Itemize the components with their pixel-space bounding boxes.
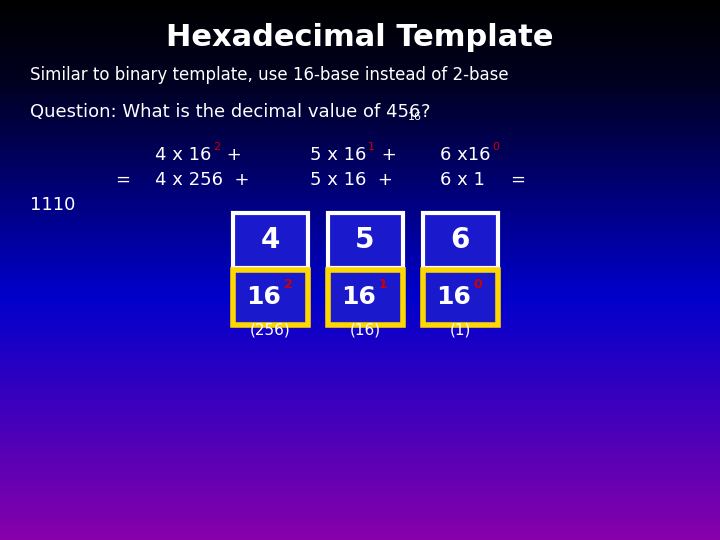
Text: ?: ? [421, 103, 431, 121]
Text: 6 x16: 6 x16 [440, 146, 490, 164]
Text: 1: 1 [379, 279, 387, 292]
Text: 6: 6 [450, 226, 469, 254]
Text: 4 x 16: 4 x 16 [155, 146, 212, 164]
Text: 6 x 1: 6 x 1 [440, 171, 485, 189]
Text: (1): (1) [449, 322, 471, 338]
Text: Question: What is the decimal value of 456: Question: What is the decimal value of 4… [30, 103, 420, 121]
Text: 2: 2 [284, 279, 292, 292]
Text: 16: 16 [246, 285, 282, 309]
FancyBboxPatch shape [328, 269, 402, 325]
Text: 2: 2 [213, 142, 220, 152]
Text: Hexadecimal Template: Hexadecimal Template [166, 23, 554, 51]
Text: 4: 4 [261, 226, 279, 254]
Text: 5 x 16: 5 x 16 [310, 146, 366, 164]
FancyBboxPatch shape [423, 213, 498, 267]
Text: =: = [115, 171, 130, 189]
Text: 16: 16 [341, 285, 377, 309]
Text: 5 x 16  +: 5 x 16 + [310, 171, 393, 189]
FancyBboxPatch shape [233, 213, 307, 267]
Text: 1: 1 [368, 142, 375, 152]
FancyBboxPatch shape [423, 269, 498, 325]
Text: 0: 0 [474, 279, 482, 292]
Text: +: + [376, 146, 397, 164]
Text: 5: 5 [355, 226, 374, 254]
Text: 4 x 256  +: 4 x 256 + [155, 171, 250, 189]
Text: 16: 16 [436, 285, 472, 309]
Text: +: + [221, 146, 242, 164]
Text: Similar to binary template, use 16-base instead of 2-base: Similar to binary template, use 16-base … [30, 66, 508, 84]
Text: (16): (16) [349, 322, 381, 338]
Text: 1110: 1110 [30, 196, 76, 214]
Text: 0: 0 [492, 142, 499, 152]
Text: 16: 16 [408, 112, 422, 122]
Text: (256): (256) [250, 322, 290, 338]
FancyBboxPatch shape [233, 269, 307, 325]
FancyBboxPatch shape [328, 213, 402, 267]
Text: =: = [510, 171, 525, 189]
